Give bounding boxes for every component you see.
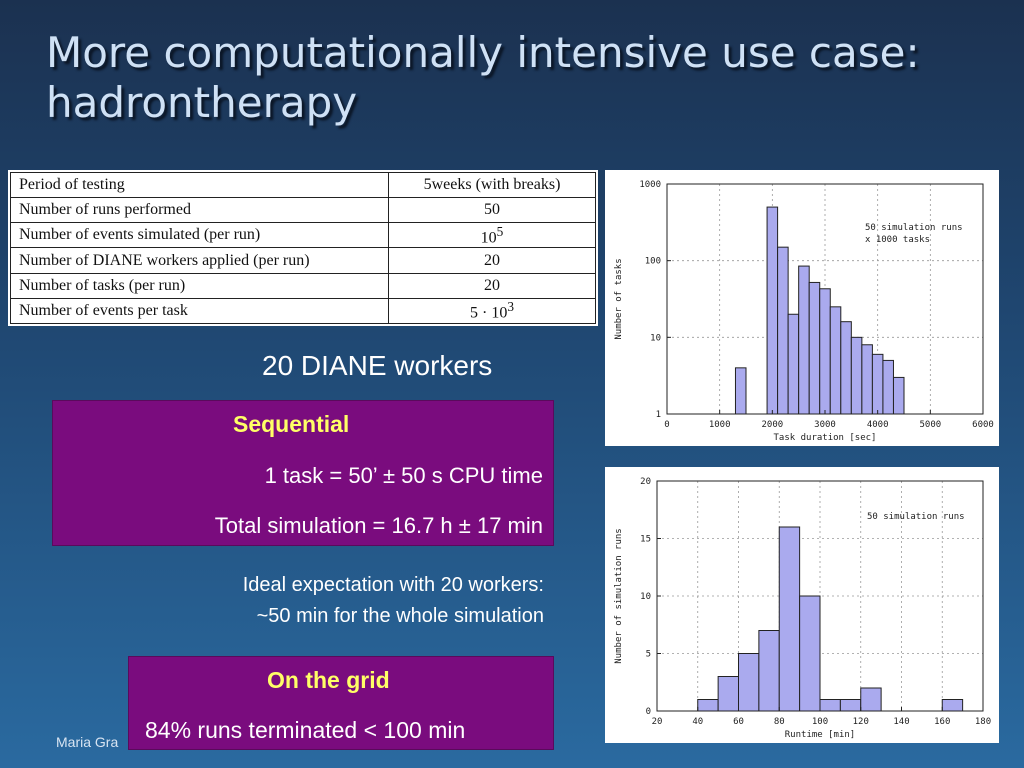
histogram-bar [777,246,789,415]
x-tick-label: 180 [975,717,991,727]
x-tick-label: 160 [934,717,950,727]
histogram-bar [892,376,905,415]
row-value-exponent: 3 [507,299,514,315]
row-value: 10 [480,229,497,247]
histogram-bar [738,653,760,712]
x-tick-label: 140 [893,717,909,727]
table-row: Number of runs performed 50 [10,197,596,224]
row-label: Number of events per task [10,297,389,325]
y-tick-label: 20 [640,477,651,487]
x-tick-label: 120 [853,717,869,727]
y-tick-label: 100 [645,257,661,267]
sequential-line-2: Total simulation = 16.7 h ± 17 min [214,513,543,538]
row-value-cell: 105 [388,222,596,249]
sequential-heading: Sequential [233,411,350,437]
histogram-bar [840,321,852,415]
histogram-bar [860,687,882,712]
x-tick-label: 4000 [867,420,889,430]
histogram-bar [766,206,779,415]
footer-author: Maria Gra [56,734,119,750]
histogram-bar [819,699,841,712]
row-value: 5weeks (with breaks) [388,171,596,199]
row-value: 50 [388,197,596,224]
y-tick-label: 10 [650,333,661,343]
y-tick-label: 1000 [639,180,661,190]
histogram-bar [882,359,894,415]
row-label: Number of tasks (per run) [10,272,389,299]
row-value: 5 · 10 [470,304,508,322]
histogram-bar [808,281,821,415]
x-axis-label: Runtime [min] [785,730,855,740]
x-tick-label: 20 [652,717,663,727]
table-row: Number of events simulated (per run) 105 [10,222,596,249]
y-tick-label: 1 [656,410,661,420]
y-tick-label: 10 [640,592,651,602]
row-value-exponent: 5 [496,223,504,239]
histogram-bar [798,265,810,415]
x-tick-label: 1000 [709,420,731,430]
grid-box: On the grid 84% runs terminated < 100 mi… [128,656,554,750]
sequential-line-1: 1 task = 50’ ± 50 s CPU time [264,463,543,488]
x-tick-label: 2000 [761,420,783,430]
row-value: 20 [388,272,596,299]
table-row: Number of events per task 5 · 103 [10,297,596,325]
histogram-bar [941,699,964,712]
histogram-bar [850,336,863,415]
histogram-bar [861,344,873,415]
chart-annotation: x 1000 tasks [865,235,930,245]
y-tick-label: 0 [646,707,651,717]
task-duration-histogram: 0 1000 2000 3000 4000 5000 6000 1 10 100 1000 Task … [605,170,999,446]
runtime-chart-svg: 20 40 60 80 100 120 140 160 180 0 5 10 15 20 Runtime [… [614,477,991,740]
workers-label: 20 DIANE workers [262,350,493,381]
histogram-bar [787,313,800,415]
table-row: Number of DIANE workers applied (per run… [10,247,596,274]
histogram-bar [697,699,719,712]
row-label: Number of DIANE workers applied (per run… [10,247,389,274]
row-value-cell: 5 · 103 [388,297,596,325]
histogram-bar [778,526,801,712]
x-tick-label: 100 [812,717,828,727]
title-line-2: hadrontherapy [46,78,358,127]
x-tick-label: 40 [692,717,703,727]
grid-heading: On the grid [267,667,390,693]
row-label: Number of runs performed [10,197,389,224]
histogram-bar [829,306,842,415]
x-axis-label: Task duration [sec] [774,433,877,443]
y-tick-label: 5 [646,650,651,660]
ideal-expectation: Ideal expectation with 20 workers: ~50 m… [243,570,544,632]
row-value: 20 [388,247,596,274]
task-duration-chart-svg: 0 1000 2000 3000 4000 5000 6000 1 10 100 1000 Task … [614,180,994,443]
x-tick-label: 3000 [814,420,836,430]
x-tick-label: 0 [664,420,669,430]
histogram-bar [758,630,780,712]
grid-line-1: 84% runs terminated < 100 min [145,717,466,743]
row-label: Period of testing [10,171,389,199]
x-tick-label: 60 [733,717,744,727]
histogram-bar [799,595,821,712]
y-axis-label: Number of tasks [614,258,624,339]
runtime-histogram: 20 40 60 80 100 120 140 160 180 0 5 10 15 20 Runtime [… [605,467,999,743]
parameters-table-panel: Period of testing 5weeks (with breaks) N… [8,170,598,326]
histogram-bar [839,699,862,712]
x-tick-label: 5000 [919,420,941,430]
title-line-1: More computationally intensive use case: [46,28,920,77]
slide-title: More computationally intensive use case:… [46,28,1006,128]
histogram-bar [717,676,739,712]
x-tick-label: 6000 [972,420,994,430]
sequential-box: Sequential 1 task = 50’ ± 50 s CPU time … [52,400,554,546]
ideal-line-1: Ideal expectation with 20 workers: [242,574,544,596]
histogram-bar [734,367,747,415]
table-row: Number of tasks (per run) 20 [10,272,596,299]
chart-annotation: 50 simulation runs [865,223,963,233]
ideal-line-2: ~50 min for the whole simulation [256,605,544,627]
x-tick-label: 80 [774,717,785,727]
row-label: Number of events simulated (per run) [10,222,389,249]
table-row: Period of testing 5weeks (with breaks) [10,171,596,199]
histogram-bar [871,353,884,415]
chart-annotation: 50 simulation runs [867,512,965,522]
y-tick-label: 15 [640,535,651,545]
y-axis-label: Number of simulation runs [614,528,624,663]
histogram-bar [819,288,831,415]
parameters-table: Period of testing 5weeks (with breaks) N… [10,171,596,325]
